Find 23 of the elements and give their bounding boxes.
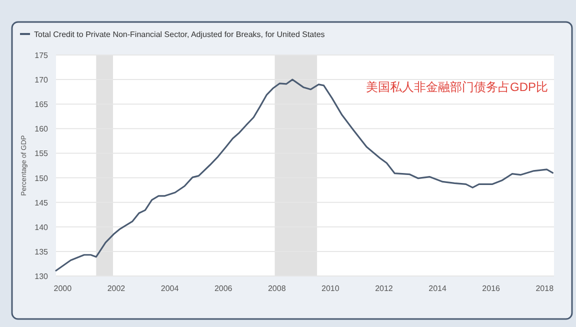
x-tick-label: 2000 [54,284,72,293]
y-tick-label: 160 [34,124,49,134]
x-tick-label: 2006 [214,284,233,293]
x-tick-label: 2004 [160,284,180,293]
x-tick-label: 2014 [428,284,447,293]
annotation: 美国私人非金融部门债务占GDP比 [366,80,548,94]
x-tick-label: 2010 [322,284,340,293]
y-tick-label: 150 [34,174,49,183]
x-tick-label: 2018 [536,284,554,293]
y-tick-label: 155 [34,149,49,158]
y-tick-label: 175 [34,51,49,60]
x-tick-label: 2012 [375,284,394,293]
y-tick-label: 145 [34,198,49,208]
y-tick-label: 130 [34,272,49,281]
legend-label: Total Credit to Private Non-Financial Sector, Adjusted for Breaks, for United States [34,30,325,39]
y-tick-label: 140 [34,222,49,232]
y-tick-label: 170 [34,76,49,85]
x-tick-label: 2002 [107,284,126,293]
x-tick-label: 2016 [482,284,501,293]
y-tick-label: 135 [34,247,49,256]
line-series [55,78,554,272]
y-tick-label: 165 [34,100,49,110]
x-tick-label: 2008 [268,284,286,293]
